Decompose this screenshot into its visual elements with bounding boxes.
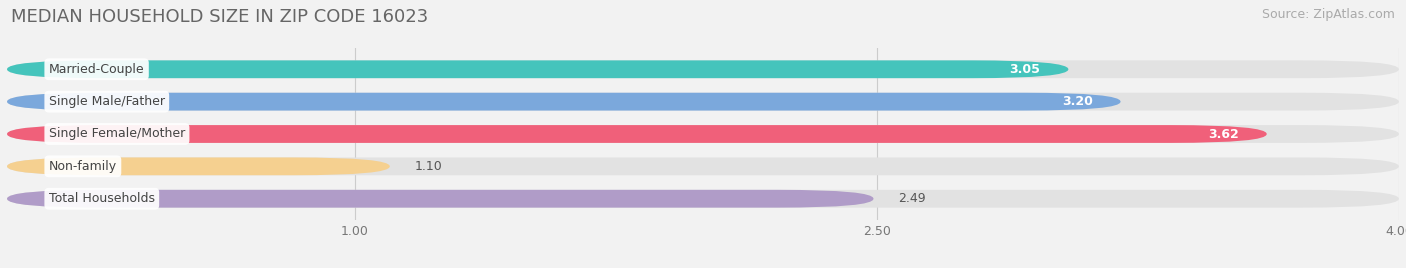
FancyBboxPatch shape bbox=[7, 93, 1399, 110]
Text: 3.62: 3.62 bbox=[1208, 128, 1239, 140]
Text: 3.20: 3.20 bbox=[1062, 95, 1092, 108]
Text: 1.10: 1.10 bbox=[415, 160, 441, 173]
FancyBboxPatch shape bbox=[7, 158, 1399, 175]
Text: Married-Couple: Married-Couple bbox=[49, 63, 145, 76]
FancyBboxPatch shape bbox=[7, 190, 1399, 208]
Text: MEDIAN HOUSEHOLD SIZE IN ZIP CODE 16023: MEDIAN HOUSEHOLD SIZE IN ZIP CODE 16023 bbox=[11, 8, 429, 26]
FancyBboxPatch shape bbox=[7, 190, 873, 208]
Text: Single Male/Father: Single Male/Father bbox=[49, 95, 165, 108]
FancyBboxPatch shape bbox=[7, 125, 1267, 143]
Text: Single Female/Mother: Single Female/Mother bbox=[49, 128, 186, 140]
Text: 3.05: 3.05 bbox=[1010, 63, 1040, 76]
Text: 2.49: 2.49 bbox=[898, 192, 925, 205]
FancyBboxPatch shape bbox=[7, 60, 1399, 78]
Text: Total Households: Total Households bbox=[49, 192, 155, 205]
FancyBboxPatch shape bbox=[7, 93, 1121, 110]
FancyBboxPatch shape bbox=[7, 60, 1069, 78]
FancyBboxPatch shape bbox=[7, 125, 1399, 143]
FancyBboxPatch shape bbox=[7, 158, 389, 175]
Text: Source: ZipAtlas.com: Source: ZipAtlas.com bbox=[1261, 8, 1395, 21]
Text: Non-family: Non-family bbox=[49, 160, 117, 173]
